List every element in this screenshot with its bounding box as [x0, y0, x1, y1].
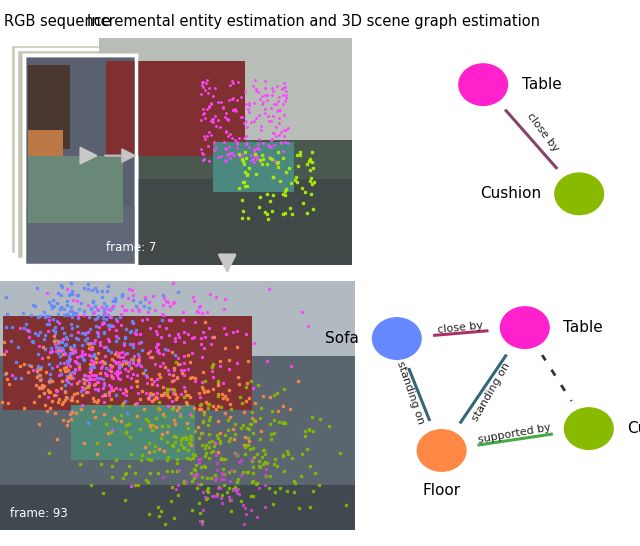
- Text: close by: close by: [437, 321, 483, 335]
- Circle shape: [417, 430, 466, 471]
- Text: Table: Table: [563, 320, 603, 335]
- FancyBboxPatch shape: [28, 130, 63, 156]
- Circle shape: [500, 307, 549, 348]
- FancyArrowPatch shape: [81, 148, 96, 163]
- Text: Sofa: Sofa: [324, 331, 358, 346]
- Text: Cushion: Cushion: [479, 186, 541, 201]
- Text: Cushion: Cushion: [627, 421, 640, 436]
- FancyBboxPatch shape: [16, 49, 128, 259]
- FancyBboxPatch shape: [24, 206, 136, 265]
- FancyBboxPatch shape: [28, 65, 70, 149]
- Text: Incremental entity estimation and 3D scene graph estimation: Incremental entity estimation and 3D sce…: [87, 14, 540, 28]
- Circle shape: [361, 308, 433, 369]
- FancyBboxPatch shape: [106, 61, 244, 156]
- FancyBboxPatch shape: [0, 281, 355, 356]
- Circle shape: [447, 54, 519, 115]
- FancyBboxPatch shape: [28, 156, 123, 223]
- Text: Floor: Floor: [422, 483, 461, 498]
- FancyBboxPatch shape: [3, 316, 252, 411]
- Text: standing on: standing on: [395, 360, 426, 425]
- Text: Table: Table: [522, 77, 561, 92]
- FancyBboxPatch shape: [24, 55, 136, 265]
- FancyBboxPatch shape: [24, 55, 136, 265]
- Circle shape: [372, 318, 421, 359]
- Circle shape: [553, 398, 625, 459]
- FancyBboxPatch shape: [99, 38, 352, 265]
- FancyBboxPatch shape: [71, 405, 195, 460]
- FancyBboxPatch shape: [213, 143, 294, 192]
- Circle shape: [459, 64, 508, 105]
- FancyBboxPatch shape: [99, 179, 352, 265]
- Circle shape: [555, 173, 604, 215]
- Circle shape: [489, 297, 561, 358]
- FancyBboxPatch shape: [10, 44, 122, 254]
- Text: frame: 7: frame: 7: [106, 241, 156, 254]
- Text: frame: 93: frame: 93: [10, 507, 67, 520]
- Text: standing on: standing on: [470, 361, 513, 423]
- Circle shape: [406, 420, 477, 481]
- FancyBboxPatch shape: [99, 38, 352, 140]
- FancyBboxPatch shape: [0, 281, 355, 530]
- Text: RGB sequence: RGB sequence: [4, 14, 111, 28]
- Circle shape: [543, 163, 615, 224]
- Text: close by: close by: [525, 111, 560, 153]
- FancyBboxPatch shape: [0, 485, 355, 530]
- Circle shape: [564, 408, 613, 449]
- Text: supported by: supported by: [477, 423, 551, 446]
